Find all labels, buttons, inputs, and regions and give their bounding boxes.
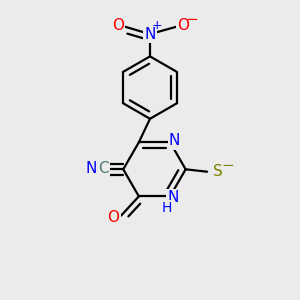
Text: C: C bbox=[99, 161, 109, 176]
Text: −: − bbox=[221, 158, 234, 173]
Text: N: N bbox=[144, 27, 156, 42]
Text: O: O bbox=[177, 18, 189, 33]
Text: +: + bbox=[151, 19, 162, 32]
Text: S: S bbox=[214, 164, 223, 178]
Text: O: O bbox=[112, 18, 124, 33]
Text: N: N bbox=[167, 190, 179, 205]
Text: N: N bbox=[85, 161, 97, 176]
Text: −: − bbox=[185, 12, 198, 27]
Text: N: N bbox=[169, 133, 180, 148]
Text: H: H bbox=[162, 201, 172, 214]
Text: O: O bbox=[107, 210, 119, 225]
